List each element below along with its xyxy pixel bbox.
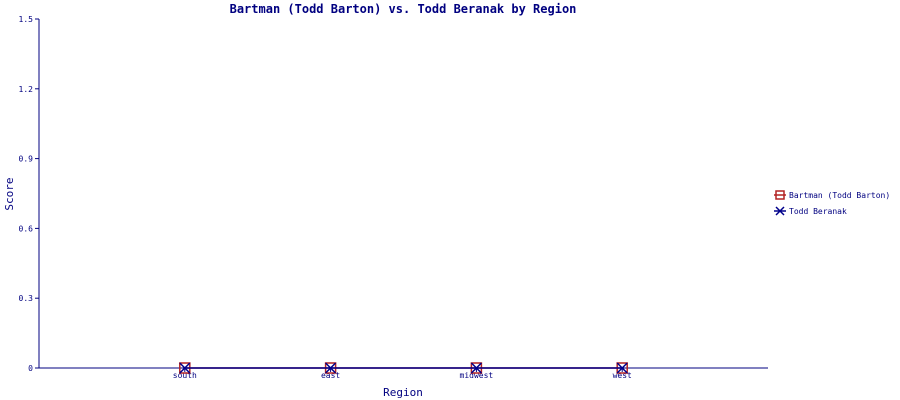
- data-point-marker: [325, 362, 337, 374]
- data-point-marker: [470, 362, 482, 374]
- legend: Bartman (Todd Barton) Todd Beranak: [774, 190, 890, 216]
- data-point-marker: [616, 362, 628, 374]
- y-axis-label: Score: [3, 177, 16, 210]
- x-tick-label: west: [613, 371, 632, 380]
- legend-item: Bartman (Todd Barton): [774, 190, 890, 200]
- marker-stroke: [616, 362, 628, 374]
- x-axis-label: Region: [383, 386, 423, 399]
- y-tick-label: 0: [28, 364, 33, 373]
- y-tick-label: 1.2: [19, 85, 34, 94]
- marker-stroke: [179, 362, 191, 374]
- legend-label: Bartman (Todd Barton): [789, 191, 890, 200]
- x-tick-label: midwest: [460, 371, 494, 380]
- series-group: [179, 362, 628, 374]
- data-point-marker: [179, 362, 191, 374]
- marker-stroke: [325, 362, 337, 374]
- marker-stroke: [470, 362, 482, 374]
- chart-title: Bartman (Todd Barton) vs. Todd Beranak b…: [230, 2, 577, 16]
- y-tick-label: 1.5: [19, 15, 34, 24]
- legend-marker: [775, 206, 785, 216]
- legend-item: Todd Beranak: [774, 206, 847, 216]
- y-tick-label: 0.6: [19, 224, 34, 233]
- legend-label: Todd Beranak: [789, 207, 847, 216]
- y-tick-label: 0.9: [19, 155, 34, 164]
- axes: 0 0.3 0.6 0.9 1.2 1.5 south east midwest west: [19, 15, 768, 380]
- legend-marker: [775, 190, 785, 200]
- marker-stroke: [775, 206, 785, 216]
- x-tick-label: east: [321, 371, 340, 380]
- y-tick-label: 0.3: [19, 294, 34, 303]
- x-tick-label: south: [173, 371, 197, 380]
